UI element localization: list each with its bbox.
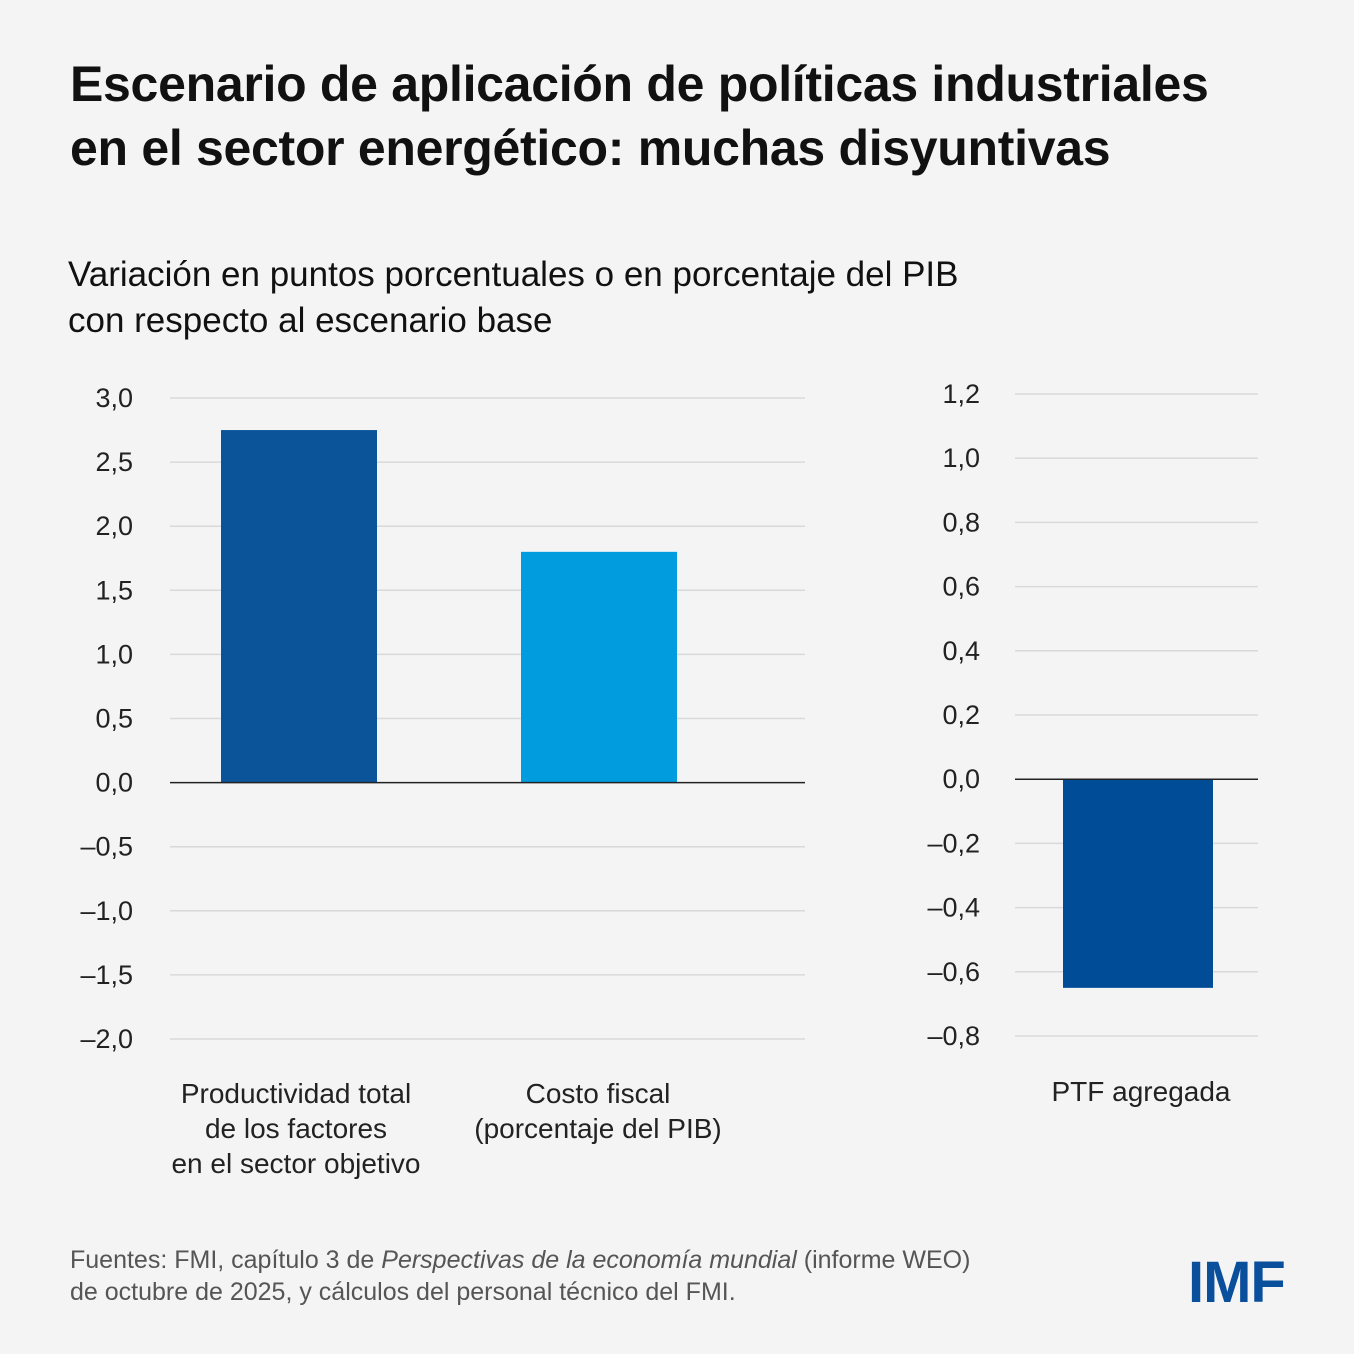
y-tick-label: 3,0 [95, 383, 133, 413]
y-tick-label: 2,0 [95, 511, 133, 541]
category-label: (porcentaje del PIB) [474, 1113, 721, 1144]
y-tick-label: –0,4 [927, 893, 980, 923]
y-tick-label: 0,0 [95, 768, 133, 798]
y-tick-label: –0,6 [927, 957, 980, 987]
source-publication: Perspectivas de la economía mundial [381, 1246, 797, 1274]
chart-subtitle: Variación en puntos porcentuales o en po… [68, 252, 959, 344]
imf-logo: IMF [1188, 1250, 1286, 1315]
y-tick-label: 0,2 [942, 700, 980, 730]
source-prefix: Fuentes: FMI, capítulo 3 de [70, 1246, 382, 1274]
subtitle-line-1: Variación en puntos porcentuales o en po… [68, 255, 959, 294]
category-label: Productividad total [181, 1078, 411, 1109]
y-tick-label: 0,6 [942, 572, 980, 602]
chart-title: Escenario de aplicación de políticas ind… [70, 52, 1209, 180]
y-tick-label: 0,4 [942, 636, 980, 666]
category-label: de los factores [205, 1113, 387, 1144]
subtitle-line-2: con respecto al escenario base [68, 301, 553, 340]
title-line-2: en el sector energético: muchas disyunti… [70, 120, 1111, 176]
y-tick-label: 0,5 [95, 704, 133, 734]
y-tick-label: –1,0 [80, 896, 133, 926]
y-tick-label: –0,2 [927, 828, 980, 858]
bar [221, 430, 377, 783]
category-label: PTF agregada [1052, 1076, 1231, 1107]
category-label: Costo fiscal [526, 1078, 671, 1109]
y-tick-label: 1,5 [95, 575, 133, 605]
bar [521, 551, 677, 783]
y-tick-label: –0,8 [927, 1021, 980, 1051]
bar [1063, 779, 1213, 988]
y-tick-label: 1,2 [942, 379, 980, 409]
y-tick-label: 2,5 [95, 447, 133, 477]
y-tick-label: 0,8 [942, 507, 980, 537]
source-line-2: de octubre de 2025, y cálculos del perso… [70, 1278, 736, 1306]
category-label: en el sector objetivo [171, 1148, 420, 1179]
y-tick-label: 1,0 [942, 443, 980, 473]
source-suffix: (informe WEO) [796, 1246, 971, 1274]
y-tick-label: 0,0 [942, 764, 980, 794]
y-tick-label: –2,0 [80, 1024, 133, 1054]
y-tick-label: 1,0 [95, 639, 133, 669]
y-tick-label: –0,5 [80, 832, 133, 862]
title-line-1: Escenario de aplicación de políticas ind… [70, 56, 1209, 112]
y-tick-label: –1,5 [80, 960, 133, 990]
source-note: Fuentes: FMI, capítulo 3 de Perspectivas… [70, 1244, 970, 1308]
